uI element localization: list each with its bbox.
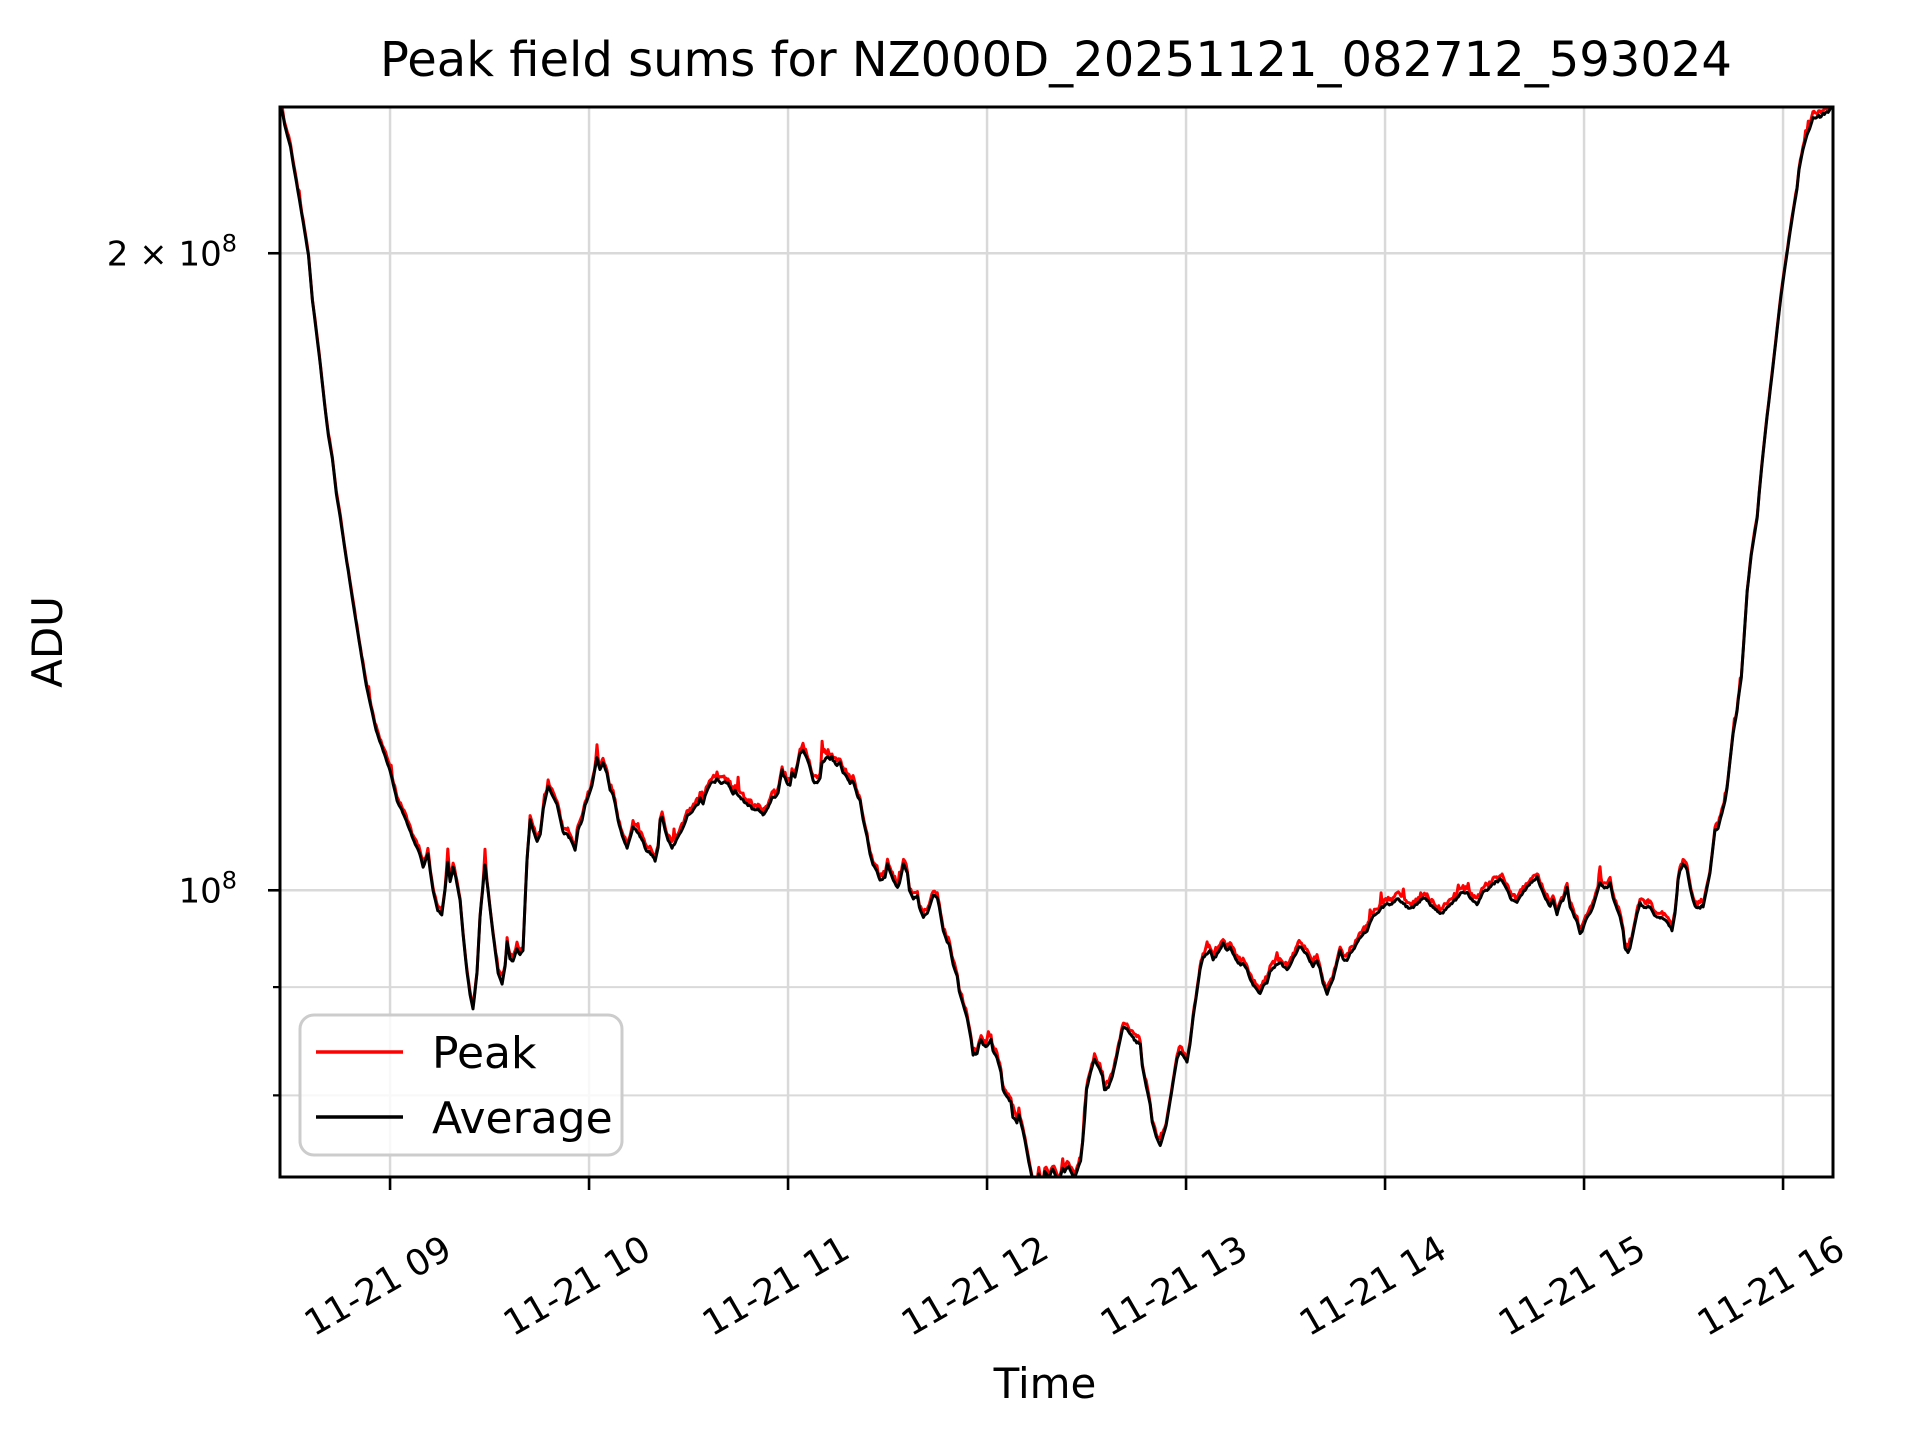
plot-area: [280, 107, 1833, 1177]
x-tick-label: 11-21 10: [497, 1228, 658, 1344]
x-tick-label: 11-21 14: [1293, 1228, 1454, 1344]
y-tick-label: 2 × 108: [107, 229, 237, 274]
legend-label-peak: Peak: [432, 1028, 537, 1079]
x-tick-label: 11-21 12: [895, 1228, 1056, 1344]
legend: Peak Average: [298, 1013, 624, 1157]
series-layer: [280, 107, 1833, 1177]
chart-title: Peak field sums for NZ000D_20251121_0827…: [380, 32, 1732, 88]
legend-label-average: Average: [432, 1093, 613, 1144]
y-tick-label: 108: [178, 866, 237, 911]
average-line: [280, 107, 1833, 1177]
x-tick-label: 11-21 16: [1691, 1228, 1852, 1344]
x-tick-label: 11-21 09: [298, 1228, 459, 1344]
plot-border: [278, 105, 1835, 1179]
x-tick-label: 11-21 13: [1094, 1228, 1255, 1344]
y-axis-label: ADU: [23, 596, 72, 688]
legend-box: [298, 1013, 624, 1157]
x-tick-label: 11-21 15: [1492, 1228, 1653, 1344]
tick-layer: [268, 251, 1785, 1190]
x-axis-label: Time: [993, 1359, 1097, 1408]
x-tick-label: 11-21 11: [696, 1228, 857, 1344]
